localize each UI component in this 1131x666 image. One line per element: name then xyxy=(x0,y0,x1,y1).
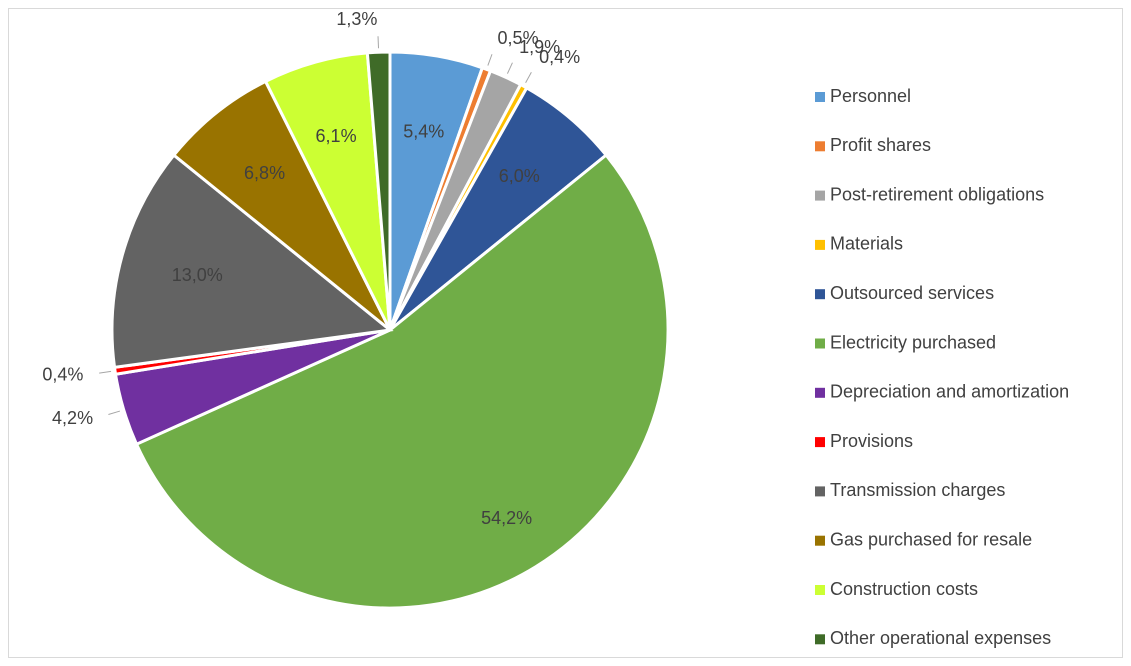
legend-swatch xyxy=(815,338,825,349)
legend-swatch xyxy=(815,387,825,398)
data-label: 1,3% xyxy=(336,9,377,29)
leader-line xyxy=(99,370,112,374)
legend-label: Construction costs xyxy=(830,579,978,599)
data-label: 0,4% xyxy=(539,47,580,67)
data-label: 1,9% xyxy=(519,37,560,57)
legend-swatch xyxy=(815,289,825,300)
leader-line xyxy=(108,410,121,415)
legend-swatch xyxy=(815,535,825,546)
legend-swatch xyxy=(815,239,825,250)
data-label: 5,4% xyxy=(403,121,444,141)
pie-slice xyxy=(365,50,392,331)
legend-label: Gas purchased for resale xyxy=(830,529,1032,549)
legend-label: Post-retirement obligations xyxy=(830,184,1044,204)
legend-label: Depreciation and amortization xyxy=(830,382,1069,402)
data-label: 54,2% xyxy=(481,508,532,528)
data-label: 4,2% xyxy=(52,408,93,428)
pie-slice xyxy=(171,79,392,332)
legend-swatch xyxy=(815,437,825,448)
legend-label: Provisions xyxy=(830,431,913,451)
data-label: 0,4% xyxy=(42,364,83,384)
legend-label: Transmission charges xyxy=(830,480,1005,500)
legend-label: Outsourced services xyxy=(830,283,994,303)
legend-label: Personnel xyxy=(830,86,911,106)
pie-slice xyxy=(110,153,394,370)
data-label: 6,8% xyxy=(244,163,285,183)
data-label: 6,1% xyxy=(316,126,357,146)
legend-label: Materials xyxy=(830,234,903,254)
legend-swatch xyxy=(815,486,825,497)
legend-swatch xyxy=(815,92,825,102)
data-label: 0,5% xyxy=(498,28,539,48)
data-label: 6,0% xyxy=(499,166,540,186)
leader-line xyxy=(525,71,532,83)
legend-swatch xyxy=(815,634,825,645)
legend-swatch xyxy=(815,585,825,595)
leader-line xyxy=(506,62,513,74)
leader-line xyxy=(487,54,493,66)
data-label: 13,0% xyxy=(172,265,223,285)
legend-swatch xyxy=(815,141,825,152)
legend-label: Profit shares xyxy=(830,135,931,155)
legend-swatch xyxy=(815,190,825,201)
legend-label: Electricity purchased xyxy=(830,332,996,352)
legend-label: Other operational expenses xyxy=(830,628,1051,648)
pie-slice xyxy=(134,153,670,610)
